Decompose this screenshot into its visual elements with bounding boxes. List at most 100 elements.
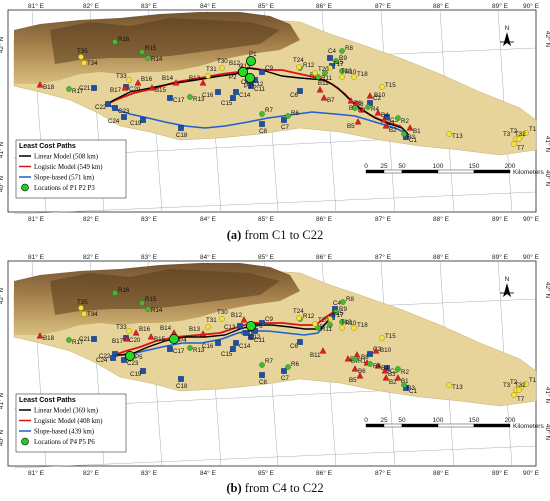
site-label-B14: B14	[160, 325, 172, 332]
legend-item-label: Locations of P1 P2 P3	[34, 185, 95, 192]
site-marker-C7	[281, 117, 287, 123]
longitude-label-bottom: 86° E	[316, 215, 333, 222]
site-marker-R15	[139, 49, 145, 55]
site-marker-T20	[312, 321, 318, 327]
site-label-C4: C4	[328, 48, 336, 55]
site-marker-T31	[205, 73, 211, 79]
scale-tick-label: 50	[398, 163, 406, 170]
site-marker-B3	[381, 367, 389, 374]
site-label-R3: R3	[407, 134, 415, 141]
north-label: N	[505, 25, 510, 32]
legend-title: Least Cost Paths	[19, 143, 76, 150]
site-marker-R14	[145, 306, 151, 312]
site-marker-T35	[78, 305, 84, 311]
site-marker-T1	[523, 130, 529, 136]
longitude-label-bottom: 87° E	[375, 215, 392, 222]
site-label-C8: C8	[259, 379, 267, 386]
site-marker-C11	[248, 83, 254, 89]
scale-segment	[437, 169, 475, 174]
site-marker-T34	[81, 311, 87, 317]
legend-item-label: Linear Model (508 km)	[34, 154, 98, 161]
site-marker-C18	[178, 125, 184, 131]
site-marker-C15	[230, 95, 236, 101]
site-label-R4: R4	[373, 363, 381, 370]
site-marker-R2	[395, 115, 401, 121]
site-label-C8: C8	[259, 128, 267, 135]
site-marker-P4	[168, 334, 179, 345]
site-label-T7: T7	[517, 145, 525, 152]
site-label-B6: B6	[354, 100, 362, 107]
site-label-T13: T13	[452, 133, 463, 140]
site-label-C15: C15	[221, 351, 233, 358]
site-label-B3: B3	[387, 120, 395, 127]
site-label-R17: R17	[72, 88, 84, 95]
latitude-label: 42° N	[0, 37, 5, 54]
site-marker-R5	[327, 322, 333, 328]
site-label-C16: C16	[202, 92, 214, 99]
legend-item-label: Linear Model (369 km)	[34, 408, 98, 415]
caption-b-letter: (b)	[226, 481, 242, 495]
mountain-ridge	[50, 269, 280, 315]
site-label-C23: C23	[127, 360, 139, 367]
site-label-B8: B8	[361, 354, 369, 361]
longitude-label-bottom: 90° E	[523, 215, 540, 222]
site-markers: C1C2C3C4C5C6C7C8C9C10C11C12C13C14C15C16C…	[36, 287, 537, 403]
longitude-label-top: 82° E	[83, 253, 100, 261]
site-label-C1: C1	[409, 388, 417, 395]
site-label-C17: C17	[173, 97, 185, 104]
site-label-C20: C20	[129, 86, 141, 93]
site-marker-B10	[366, 92, 374, 99]
scale-segment	[383, 169, 403, 174]
site-label-T20: T20	[318, 317, 329, 324]
longitude-label-top: 90° E	[523, 253, 540, 261]
site-marker-B16	[134, 79, 142, 86]
site-label-R13: R13	[193, 96, 205, 103]
site-label-C14: C14	[239, 343, 251, 350]
site-label-C22: C22	[99, 353, 111, 360]
scale-tick-label: 150	[469, 163, 480, 170]
site-marker-B14	[172, 79, 180, 86]
longitude-label-bottom: 83° E	[141, 469, 158, 476]
scale-segment	[401, 423, 439, 428]
scale-segment	[365, 423, 385, 428]
site-marker-R17	[66, 86, 72, 92]
site-label-T34: T34	[87, 311, 98, 318]
site-label-T17: T17	[333, 61, 344, 68]
site-marker-T34	[81, 60, 87, 66]
latitude-label-right: 42° N	[544, 282, 550, 299]
site-label-P5: P5	[135, 354, 143, 361]
site-marker-C9	[259, 69, 265, 75]
scale-tick-label: 200	[505, 163, 516, 170]
longitude-label-bottom: 88° E	[433, 469, 450, 476]
site-label-C12: C12	[249, 334, 261, 341]
site-label-B10: B10	[374, 92, 386, 99]
site-label-B17: B17	[112, 338, 124, 345]
site-label-B10: B10	[380, 347, 392, 354]
site-label-C18: C18	[176, 383, 188, 390]
site-marker-B17	[123, 335, 131, 342]
site-label-T18: T18	[357, 322, 368, 329]
north-arrow-icon	[503, 32, 511, 46]
legend: Least Cost Paths Linear Model (369 km) Log…	[15, 393, 127, 453]
longitude-label-bottom: 90° E	[523, 469, 540, 476]
site-marker-R3	[401, 131, 407, 137]
site-label-B18: B18	[43, 335, 55, 342]
scale-tick-label: 25	[380, 163, 388, 170]
longitude-label-bottom: 81° E	[28, 215, 45, 222]
site-label-C9: C9	[265, 316, 273, 323]
site-marker-B2	[382, 374, 390, 381]
site-label-C5: C5	[335, 310, 343, 317]
scale-tick-label: 200	[505, 417, 516, 424]
site-marker-R13	[187, 345, 193, 351]
site-label-B11: B11	[310, 352, 321, 359]
site-label-T24: T24	[293, 57, 304, 64]
site-label-C20: C20	[129, 337, 141, 344]
site-marker-T13	[446, 382, 452, 388]
site-marker-T24	[296, 315, 302, 321]
site-marker-R15	[139, 300, 145, 306]
site-marker-T15	[379, 335, 385, 341]
legend-item-label: Locations of P4 P5 P6	[34, 439, 95, 446]
site-marker-B4	[374, 109, 382, 116]
latitude-label: 41° N	[0, 142, 5, 159]
site-marker-T31	[205, 324, 211, 330]
